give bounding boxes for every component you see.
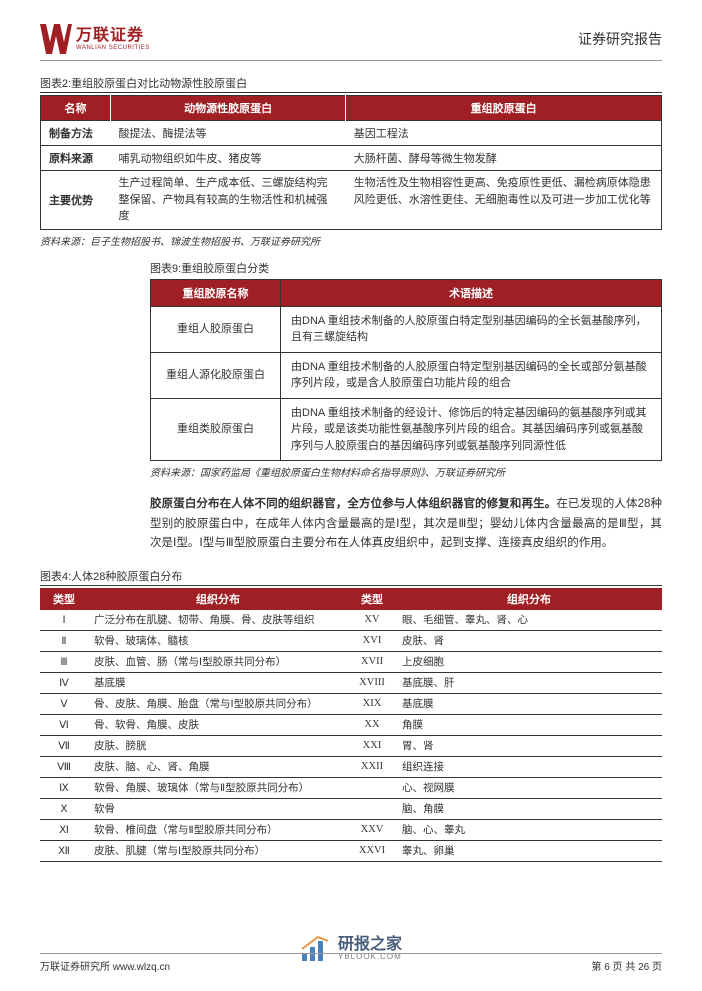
para-bold: 胶原蛋白分布在人体不同的组织器官，全方位参与人体组织器官的修复和再生。 [150,498,556,510]
body-paragraph: 胶原蛋白分布在人体不同的组织器官，全方位参与人体组织器官的修复和再生。在已发现的… [150,495,662,554]
tbl2-r1-a: 哺乳动物组织如牛皮、猪皮等 [111,146,346,171]
tbl4-cell: 皮肤、肌腱（常与Ⅰ型胶原共同分布） [88,840,348,861]
tbl4-cell: Ⅻ [40,840,88,861]
tbl2-h1: 动物源性胶原蛋白 [111,96,346,121]
tbl9-r1-desc: 由DNA 重组技术制备的人胶原蛋白特定型别基因编码的全长或部分氨基酸序列片段，或… [281,352,662,398]
tbl9-r2-desc: 由DNA 重组技术制备的经设计、修饰后的特定基因编码的氨基酸序列或其片段，或是该… [281,398,662,461]
tbl2-r1-name: 原料来源 [41,146,111,171]
tbl4-cell [348,798,396,819]
tbl4-cell: XXVI [348,840,396,861]
logo-text: 万联证券 WANLIAN SECURITIES [76,28,150,51]
watermark-cn: 研报之家 [338,937,402,953]
tbl4-cell: Ⅲ [40,651,88,672]
table-4: 类型 组织分布 类型 组织分布 Ⅰ广泛分布在肌腱、韧带、角膜、骨、皮肤等组织XV… [40,588,662,862]
tbl4-cell: 组织连接 [396,756,662,777]
tbl4-cell: XVIII [348,672,396,693]
tbl9-r1-name: 重组人源化胶原蛋白 [151,352,281,398]
tbl4-cell: 基底膜 [88,672,348,693]
tbl4-cell: 广泛分布在肌腱、韧带、角膜、骨、皮肤等组织 [88,610,348,631]
tbl4-cell: 皮肤、脑、心、肾、角膜 [88,756,348,777]
figure-9: 图表9:重组胶原蛋白分类 重组胶原名称 术语描述 重组人胶原蛋白 由DNA 重组… [150,260,662,480]
tbl4-cell: 皮肤、血管、肠（常与Ⅰ型胶原共同分布） [88,651,348,672]
tbl4-cell: Ⅸ [40,777,88,798]
tbl4-cell: Ⅳ [40,672,88,693]
tbl4-cell: XXV [348,819,396,840]
tbl4-cell: 眼、毛细管、睾丸、肾、心 [396,610,662,631]
tbl2-r1-b: 大肠杆菌、酵母等微生物发酵 [346,146,662,171]
figure-4: 图表4:人体28种胶原蛋白分布 类型 组织分布 类型 组织分布 Ⅰ广泛分布在肌腱… [40,568,662,862]
figure-2-source: 资料来源：巨子生物招股书、锦波生物招股书、万联证券研究所 [40,233,662,248]
tbl2-r2-name: 主要优势 [41,171,111,230]
tbl9-h0: 重组胶原名称 [151,279,281,306]
tbl4-h3: 组织分布 [396,588,662,610]
tbl4-cell: XIX [348,693,396,714]
tbl4-cell: 皮肤、肾 [396,630,662,651]
document-type: 证券研究报告 [578,29,662,49]
tbl4-cell [348,777,396,798]
tbl4-cell: 基底膜 [396,693,662,714]
tbl4-cell: 软骨、椎间盘（常与Ⅱ型胶原共同分布） [88,819,348,840]
tbl9-h1: 术语描述 [281,279,662,306]
logo-mark-icon [40,24,72,54]
table-2: 名称 动物源性胶原蛋白 重组胶原蛋白 制备方法 酸提法、酶提法等 基因工程法 原… [40,95,662,230]
footer-left: 万联证券研究所 www.wlzq.cn [40,958,170,973]
tbl4-h1: 组织分布 [88,588,348,610]
tbl2-r2-b: 生物活性及生物相容性更高、免疫原性更低、漏检病原体隐患风险更低、水溶性更佳、无细… [346,171,662,230]
tbl4-cell: XVII [348,651,396,672]
tbl4-cell: 脑、心、睾丸 [396,819,662,840]
tbl4-cell: 软骨 [88,798,348,819]
tbl4-cell: 睾丸、卵巢 [396,840,662,861]
tbl4-cell: 角膜 [396,714,662,735]
tbl2-r0-b: 基因工程法 [346,121,662,146]
tbl4-cell: 软骨、玻璃体、髓核 [88,630,348,651]
tbl4-cell: 胃、肾 [396,735,662,756]
figure-2-title: 图表2:重组胶原蛋白对比动物源性胶原蛋白 [40,75,662,93]
tbl2-r2-a: 生产过程简单、生产成本低、三螺旋结构完整保留、产物具有较高的生物活性和机械强度 [111,171,346,230]
tbl4-cell: 骨、皮肤、角膜、胎盘（常与Ⅰ型胶原共同分布） [88,693,348,714]
figure-9-title: 图表9:重组胶原蛋白分类 [150,260,662,277]
tbl4-cell: 骨、软骨、角膜、皮肤 [88,714,348,735]
logo-en: WANLIAN SECURITIES [76,45,150,51]
tbl4-cell: Ⅱ [40,630,88,651]
tbl4-cell: 基底膜、肝 [396,672,662,693]
footer-right: 第 6 页 共 26 页 [591,958,662,973]
tbl4-cell: Ⅶ [40,735,88,756]
tbl4-cell: 软骨、角膜、玻璃体（常与Ⅱ型胶原共同分布） [88,777,348,798]
tbl4-cell: 脑、角膜 [396,798,662,819]
tbl4-cell: Ⅴ [40,693,88,714]
figure-9-source: 资料来源：国家药监局《重组胶原蛋白生物材料命名指导原则》、万联证券研究所 [150,464,662,479]
tbl4-cell: Ⅷ [40,756,88,777]
tbl4-cell: 心、视网膜 [396,777,662,798]
tbl4-cell: XVI [348,630,396,651]
tbl4-cell: Ⅹ [40,798,88,819]
tbl2-h2: 重组胶原蛋白 [346,96,662,121]
tbl2-r0-name: 制备方法 [41,121,111,146]
tbl4-cell: Ⅺ [40,819,88,840]
tbl4-cell: XXII [348,756,396,777]
tbl4-cell: Ⅰ [40,610,88,631]
tbl4-h2: 类型 [348,588,396,610]
logo: 万联证券 WANLIAN SECURITIES [40,24,150,54]
tbl9-r2-name: 重组类胶原蛋白 [151,398,281,461]
tbl4-cell: XX [348,714,396,735]
tbl2-h0: 名称 [41,96,111,121]
tbl4-cell: 皮肤、膀胱 [88,735,348,756]
logo-cn: 万联证券 [76,28,150,44]
tbl2-r0-a: 酸提法、酶提法等 [111,121,346,146]
table-9: 重组胶原名称 术语描述 重组人胶原蛋白 由DNA 重组技术制备的人胶原蛋白特定型… [150,279,662,462]
tbl9-r0-name: 重组人胶原蛋白 [151,306,281,352]
tbl9-r0-desc: 由DNA 重组技术制备的人胶原蛋白特定型别基因编码的全长氨基酸序列，且有三螺旋结… [281,306,662,352]
figure-2: 图表2:重组胶原蛋白对比动物源性胶原蛋白 名称 动物源性胶原蛋白 重组胶原蛋白 … [40,75,662,248]
page-header: 万联证券 WANLIAN SECURITIES 证券研究报告 [40,0,662,61]
tbl4-cell: 上皮细胞 [396,651,662,672]
tbl4-cell: XXI [348,735,396,756]
tbl4-h0: 类型 [40,588,88,610]
figure-4-title: 图表4:人体28种胶原蛋白分布 [40,568,662,586]
tbl4-cell: Ⅵ [40,714,88,735]
page-footer: 万联证券研究所 www.wlzq.cn 第 6 页 共 26 页 [40,953,662,973]
tbl4-cell: XV [348,610,396,631]
